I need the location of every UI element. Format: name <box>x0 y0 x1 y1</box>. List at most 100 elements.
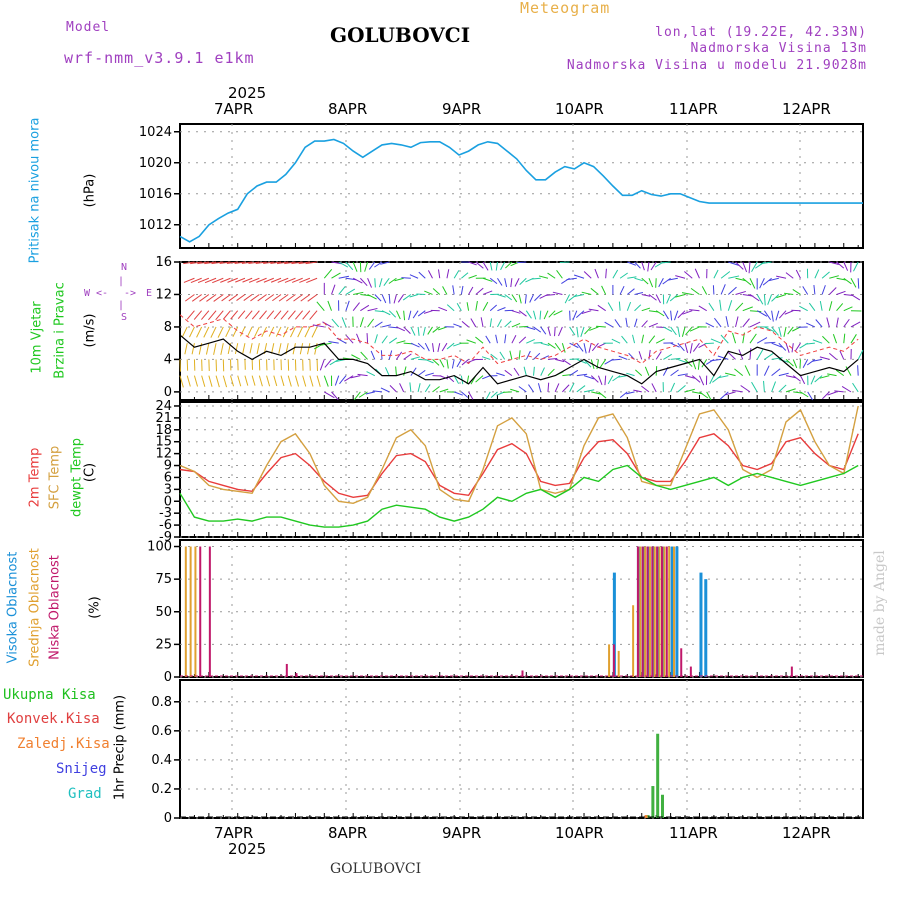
wind-arrow <box>763 380 765 392</box>
wind-arrow <box>191 294 202 302</box>
wind-arrow <box>534 294 542 302</box>
wind-arrow <box>227 277 238 283</box>
wind-arrow <box>641 334 645 344</box>
wind-arrow <box>596 359 599 370</box>
wind-arrow <box>785 343 790 353</box>
wind-arrow <box>627 288 635 295</box>
temp2m-line <box>179 433 859 499</box>
wind-arrow <box>243 294 253 301</box>
day-label-top: 9APR <box>442 100 482 118</box>
wind-arrow <box>771 310 774 322</box>
wind-arrow <box>843 318 850 328</box>
wind-arrow <box>359 317 364 328</box>
wind-arrow <box>827 373 837 377</box>
wind-arrow <box>604 375 607 386</box>
legend-conv-precip: Konvek.Kisa <box>7 711 100 727</box>
wind-arrow <box>425 372 434 377</box>
wind-arrow <box>814 375 823 383</box>
pressure-line <box>179 138 863 243</box>
wind-arrow <box>381 310 391 316</box>
wind-arrow <box>345 335 354 344</box>
wind-arrow <box>490 391 498 399</box>
wind-arrow <box>183 261 195 265</box>
wind-arrow <box>841 386 852 393</box>
wind-arrow <box>360 277 368 287</box>
wind-arrow <box>427 326 433 335</box>
wind-arrow <box>394 277 404 282</box>
wind-arrow <box>572 310 578 321</box>
wind-arrow <box>655 351 662 360</box>
wind-arrow <box>599 359 607 368</box>
wind-arrow <box>518 350 521 360</box>
wind-arrow <box>776 293 787 299</box>
wind-arrow <box>489 318 493 328</box>
wind-arrow <box>853 261 859 272</box>
wind-arrow <box>647 261 650 272</box>
wind-arrow <box>255 261 267 265</box>
wind-arrow <box>727 300 733 311</box>
wind-arrow <box>248 261 260 265</box>
wind-arrow <box>533 352 541 360</box>
wind-arrow <box>381 335 388 344</box>
wind-arrow <box>186 375 191 387</box>
pressure-ytick-label: 1012 <box>139 218 172 233</box>
wind-arrow <box>489 261 493 271</box>
wind-arrow <box>306 277 318 284</box>
temperature-ytick-label: 21 <box>155 411 172 426</box>
wind-arrow <box>263 261 274 264</box>
wind-arrow <box>461 359 469 366</box>
wind-arrow <box>249 343 253 354</box>
wind-arrow <box>219 261 231 265</box>
wind-arrow <box>275 326 282 337</box>
wind-arrow <box>475 375 484 383</box>
wind-arrow <box>740 385 751 393</box>
wind-arrow <box>589 326 599 331</box>
wind-arrow <box>751 261 758 273</box>
wind-arrow <box>417 326 420 336</box>
wind-arrow <box>403 326 411 334</box>
temperature-ytick-label: 12 <box>155 447 172 462</box>
wind-arrow <box>410 367 417 376</box>
wind-arrow <box>648 294 657 301</box>
wind-arrow <box>819 300 823 311</box>
cloud-low-bar <box>656 546 659 677</box>
compass-s: S <box>121 312 128 323</box>
wind-arrow <box>626 301 632 311</box>
wind-arrow <box>742 277 752 286</box>
wind-arrow <box>843 306 853 312</box>
wind-arrow <box>677 310 686 319</box>
wind-arrow <box>367 278 372 288</box>
wind-arrow <box>277 277 289 283</box>
wind-arrow <box>482 301 489 311</box>
wind-arrow <box>783 326 787 337</box>
wind-arrow <box>374 310 384 313</box>
wind-arrow <box>286 294 296 302</box>
wind-arrow <box>607 302 614 311</box>
wind-arrow <box>460 285 464 295</box>
wind-arrow <box>835 369 845 377</box>
wind-arrow <box>402 294 412 301</box>
wind-arrow <box>357 373 368 377</box>
temperature-frame <box>179 401 864 538</box>
wind-arrow <box>418 271 426 279</box>
wind-arrow <box>547 272 556 279</box>
wind-arrow <box>681 292 693 295</box>
wind-arrow <box>395 310 401 320</box>
wind-arrow <box>528 384 534 393</box>
wind-arrow <box>304 326 311 338</box>
station-title: GOLUBOVCI <box>330 23 471 47</box>
wind-arrow <box>648 349 651 360</box>
wind-arrow <box>756 349 764 360</box>
wind-arrow <box>850 294 861 301</box>
wind-arrow <box>456 359 462 368</box>
wind-arrow <box>331 272 341 279</box>
wind-arrow <box>197 261 209 265</box>
wind-arrow <box>778 326 782 337</box>
wind-arrow <box>497 293 506 298</box>
wind-arrow <box>641 261 645 271</box>
wind-arrow <box>309 310 318 320</box>
wind-arrow <box>242 277 253 283</box>
wind-arrow <box>446 304 455 312</box>
wind-arrow <box>644 366 650 376</box>
wind-arrow <box>619 391 628 399</box>
